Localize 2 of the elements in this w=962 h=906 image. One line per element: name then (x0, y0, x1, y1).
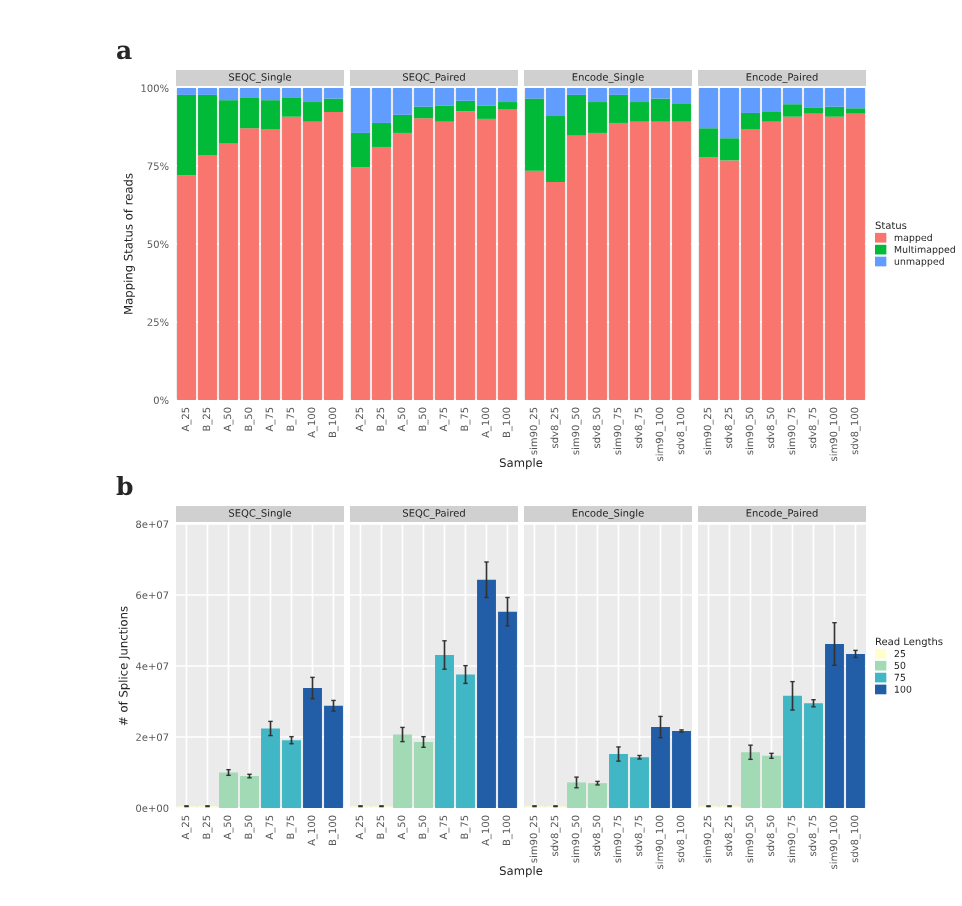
text: b (116, 475, 133, 496)
text: a (117, 45, 132, 60)
